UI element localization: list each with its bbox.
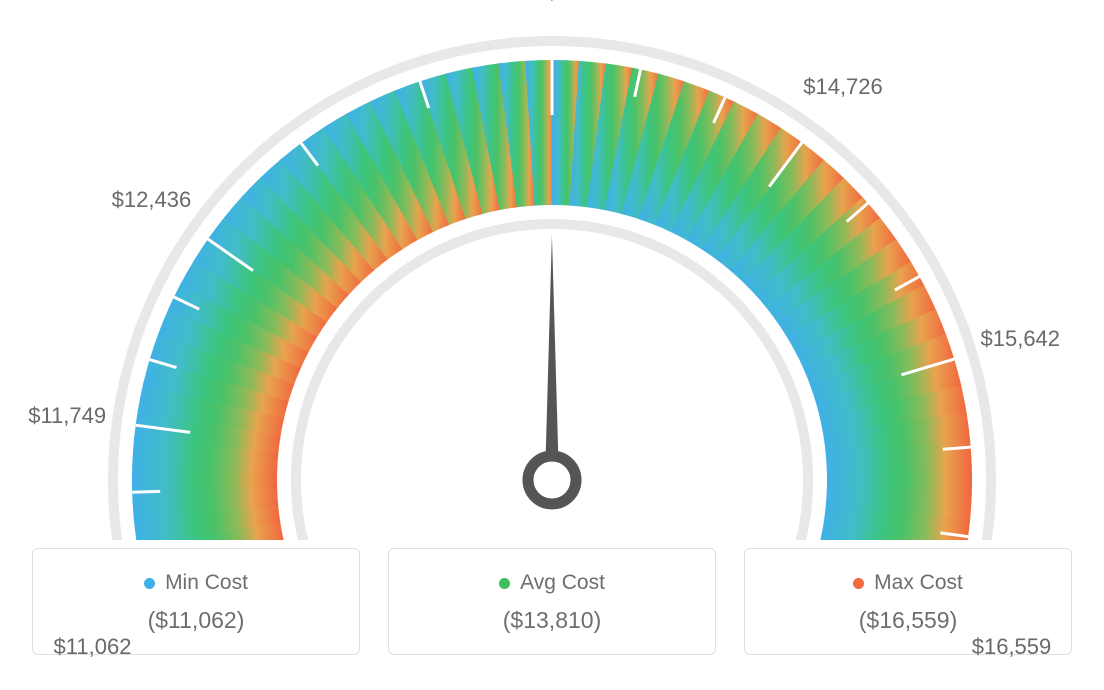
gauge-tick-label: $15,642 bbox=[981, 326, 1061, 352]
legend-card: Avg Cost ($13,810) bbox=[388, 548, 716, 655]
gauge-tick-label: $14,726 bbox=[803, 74, 883, 100]
gauge-tick-label: $16,559 bbox=[972, 634, 1052, 660]
legend-label: Min Cost bbox=[165, 571, 248, 595]
legend-dot bbox=[144, 578, 155, 589]
gauge-tick-label: $11,062 bbox=[54, 634, 132, 660]
gauge-tick-label: $13,810 bbox=[512, 0, 592, 4]
legend-value: ($16,559) bbox=[859, 607, 957, 634]
legend-dot bbox=[499, 578, 510, 589]
cost-legend: Min Cost ($11,062) Avg Cost ($13,810) Max Co… bbox=[32, 548, 1072, 655]
legend-label: Max Cost bbox=[874, 571, 963, 595]
gauge-svg bbox=[32, 10, 1072, 540]
legend-label: Avg Cost bbox=[520, 571, 605, 595]
gauge-needle bbox=[545, 235, 559, 480]
gauge-needle-hub bbox=[528, 456, 576, 504]
legend-dot bbox=[853, 578, 864, 589]
gauge-tick-label: $11,749 bbox=[28, 403, 106, 429]
gauge-minor-tick bbox=[132, 491, 160, 492]
gauge-tick-label: $12,436 bbox=[112, 187, 192, 213]
legend-value: ($13,810) bbox=[503, 607, 601, 634]
cost-gauge: $11,062$11,749$12,436$13,810$14,726$15,6… bbox=[32, 10, 1072, 540]
legend-value: ($11,062) bbox=[148, 607, 245, 634]
